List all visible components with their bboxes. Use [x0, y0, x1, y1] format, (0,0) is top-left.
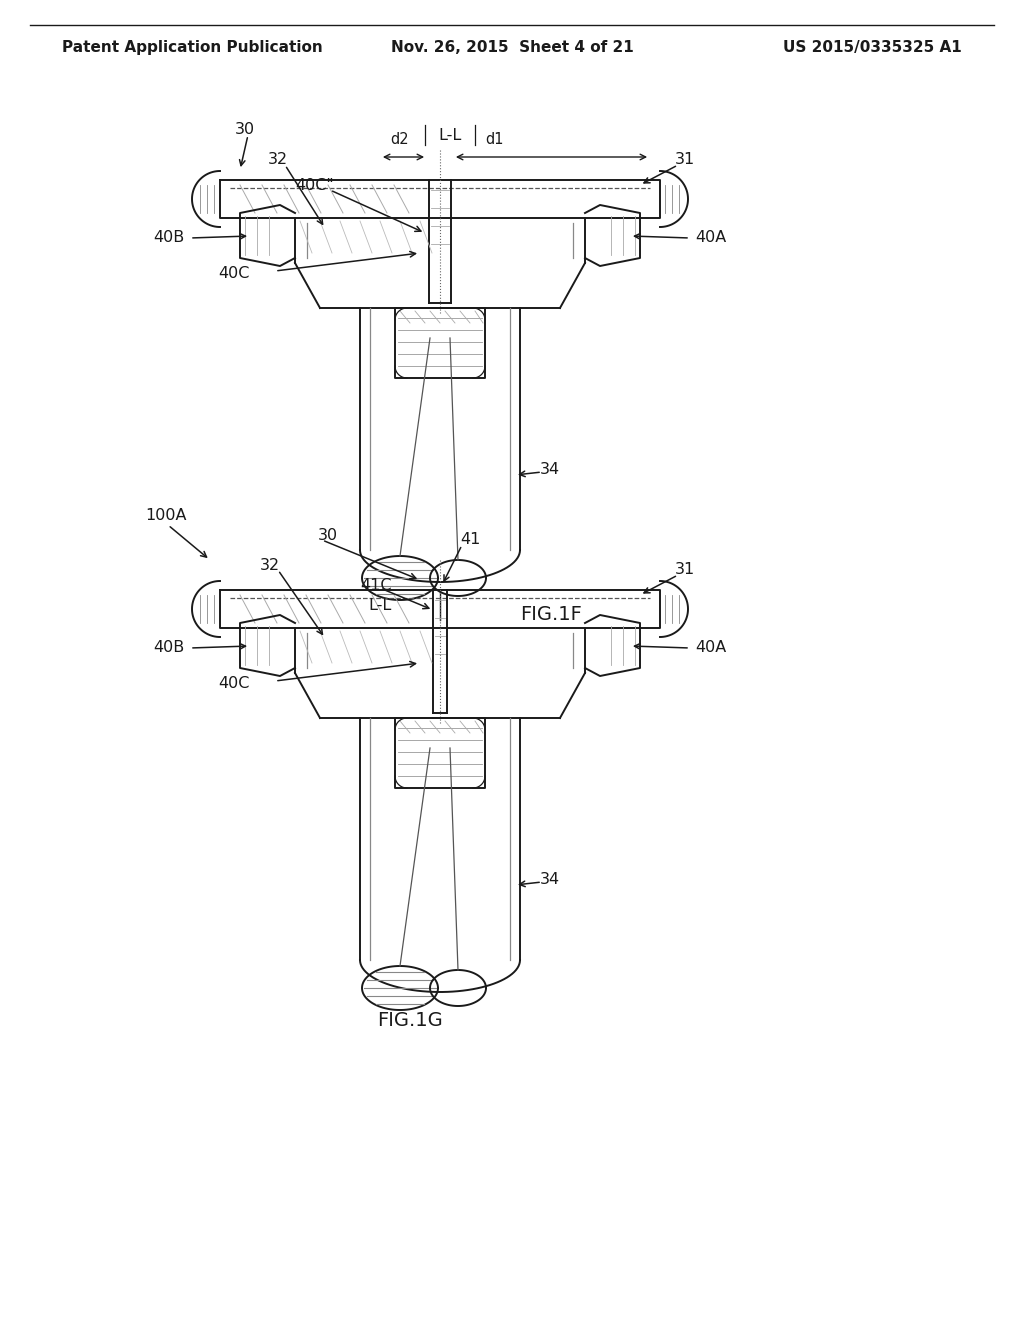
Text: 34: 34	[540, 462, 560, 478]
Text: 41: 41	[460, 532, 480, 548]
Text: d1: d1	[485, 132, 504, 147]
Text: 34: 34	[540, 873, 560, 887]
Text: Patent Application Publication: Patent Application Publication	[62, 40, 323, 55]
Text: 40C: 40C	[219, 676, 250, 690]
Text: FIG.1G: FIG.1G	[377, 1011, 442, 1030]
Text: 32: 32	[260, 557, 281, 573]
Text: 40C": 40C"	[295, 177, 334, 193]
Text: 40C: 40C	[219, 265, 250, 281]
Text: d2: d2	[391, 132, 410, 147]
Text: 30: 30	[318, 528, 338, 543]
Text: 41C: 41C	[360, 578, 391, 593]
Text: 30: 30	[234, 123, 255, 137]
Text: FIG.1F: FIG.1F	[520, 606, 582, 624]
Text: 40A: 40A	[695, 640, 726, 656]
Text: 32: 32	[268, 153, 288, 168]
Text: 31: 31	[675, 153, 695, 168]
Text: 40B: 40B	[154, 640, 185, 656]
Text: L-L: L-L	[438, 128, 462, 143]
Text: 31: 31	[675, 562, 695, 578]
Text: 100A: 100A	[145, 507, 186, 523]
Text: US 2015/0335325 A1: US 2015/0335325 A1	[783, 40, 962, 55]
Text: 40B: 40B	[154, 231, 185, 246]
Text: Nov. 26, 2015  Sheet 4 of 21: Nov. 26, 2015 Sheet 4 of 21	[390, 40, 634, 55]
Text: 40A: 40A	[695, 231, 726, 246]
Text: L-L: L-L	[369, 598, 391, 612]
